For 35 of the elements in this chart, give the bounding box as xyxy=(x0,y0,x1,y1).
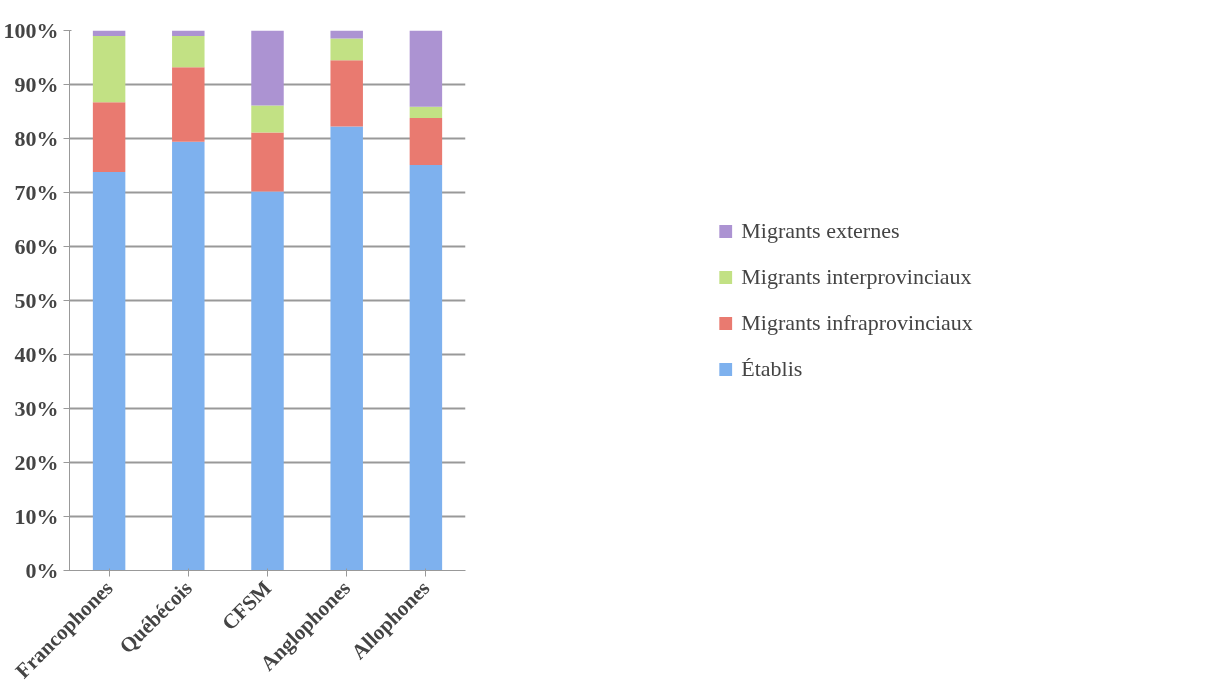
bar xyxy=(330,30,363,39)
bar xyxy=(172,35,205,68)
legend-label: Établis xyxy=(741,356,803,382)
y-tick-label: 20% xyxy=(14,450,59,475)
bar xyxy=(251,105,284,133)
bar xyxy=(409,30,443,107)
legend-label: Migrants externes xyxy=(741,218,900,244)
bar xyxy=(409,117,443,165)
y-tick-label: 70% xyxy=(14,180,59,205)
legend-label: Migrants infraprovinciaux xyxy=(741,310,973,336)
bar xyxy=(409,164,443,571)
bar xyxy=(172,67,205,142)
y-tick-label: 30% xyxy=(14,396,59,421)
bar xyxy=(251,30,284,106)
bar xyxy=(330,60,363,127)
bar xyxy=(330,38,363,61)
bar xyxy=(92,30,126,36)
y-tick-label: 0% xyxy=(25,558,59,583)
y-tick-label: 50% xyxy=(14,288,59,313)
bar xyxy=(92,35,126,103)
bar xyxy=(92,102,126,172)
y-tick-label: 80% xyxy=(14,126,59,151)
bar xyxy=(172,30,205,36)
y-tick-label: 40% xyxy=(14,342,59,367)
bar xyxy=(409,106,443,118)
bar xyxy=(172,141,205,571)
legend-label: Migrants interprovinciaux xyxy=(741,264,972,290)
y-tick-label: 100% xyxy=(3,18,59,43)
y-tick-label: 90% xyxy=(14,72,59,97)
y-tick-label: 10% xyxy=(14,504,59,529)
bar xyxy=(92,171,126,571)
bar xyxy=(251,132,284,192)
y-tick-label: 60% xyxy=(14,234,59,259)
bar xyxy=(330,126,363,571)
bar xyxy=(251,191,284,571)
